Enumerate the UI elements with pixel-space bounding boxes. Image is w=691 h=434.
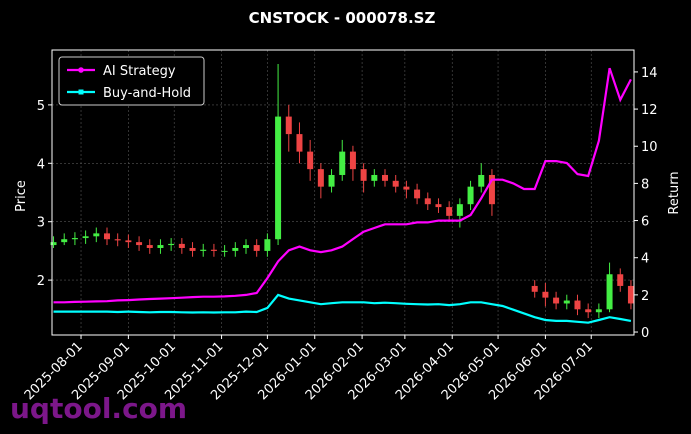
candle-body <box>157 245 164 248</box>
y2-tick-label: 8 <box>641 177 649 192</box>
plot-frame <box>51 49 635 336</box>
candle-body <box>446 207 453 216</box>
candle-body <box>606 274 613 310</box>
y2-tick-label: 6 <box>641 215 649 230</box>
candle-body <box>392 180 399 187</box>
candle-body <box>243 245 249 248</box>
candle-body <box>595 309 602 313</box>
candle-body <box>189 247 196 251</box>
watermark: uqtool.com <box>10 392 187 425</box>
candle-body <box>285 116 292 135</box>
candle-body <box>435 204 442 208</box>
candle-body <box>146 245 153 248</box>
y2-tick-label: 2 <box>641 289 649 304</box>
y2-tick-label: 12 <box>641 103 658 118</box>
candle-body <box>307 151 314 170</box>
candle-body <box>168 243 175 246</box>
candle-body <box>82 236 89 239</box>
candle-body <box>414 189 421 199</box>
candle-body <box>456 204 463 216</box>
candle-body <box>617 274 624 286</box>
candle-body <box>382 174 389 181</box>
legend-label: AI Strategy <box>103 64 176 79</box>
candle-body <box>478 174 485 187</box>
candle-body <box>328 174 335 187</box>
candle-body <box>210 249 217 251</box>
candle-body <box>178 243 185 248</box>
y-axis-label: Price <box>14 180 29 212</box>
candle-body <box>103 233 110 240</box>
candle-body <box>50 242 57 246</box>
candle-body <box>403 186 410 190</box>
candle-body <box>467 186 474 205</box>
y2-tick-label: 4 <box>641 252 649 267</box>
candle-body <box>264 239 271 251</box>
series-line <box>53 67 632 304</box>
candle-body <box>339 151 346 175</box>
candle-body <box>563 300 570 304</box>
candle-body <box>627 285 634 304</box>
candle-body <box>317 169 324 187</box>
candle-body <box>275 116 282 240</box>
candle-body <box>93 233 100 237</box>
legend-marker <box>78 89 84 95</box>
candle-body <box>296 134 303 152</box>
candle-body <box>371 174 378 181</box>
candle-body <box>136 242 143 246</box>
candle-body <box>125 240 132 243</box>
candle-body <box>585 309 592 313</box>
y2-tick-label: 10 <box>641 140 658 155</box>
candle-body <box>349 151 356 170</box>
candle-body <box>71 238 78 240</box>
candle-body <box>574 300 581 310</box>
candle-body <box>200 249 207 251</box>
y2-tick-label: 14 <box>641 66 658 81</box>
candle-body <box>61 239 68 243</box>
legend-box <box>58 56 205 106</box>
series-line <box>53 293 632 324</box>
candle-body <box>424 198 431 205</box>
candle-body <box>253 245 260 251</box>
candle-body <box>488 174 495 205</box>
candle-body <box>531 285 538 292</box>
candle-body <box>114 239 121 241</box>
candle-body <box>232 247 239 251</box>
candle-body <box>221 250 228 252</box>
candle-body <box>553 297 560 304</box>
y-tick-label: 5 <box>37 99 45 114</box>
candle-body <box>360 169 367 181</box>
chart-title: CNSTOCK - 000078.SZ <box>249 9 436 27</box>
y-tick-label: 2 <box>37 274 45 289</box>
legend-marker <box>78 67 84 73</box>
y2-tick-label: 0 <box>641 326 649 341</box>
legend-label: Buy-and-Hold <box>103 86 191 101</box>
y-tick-label: 3 <box>37 216 45 231</box>
candle-body <box>542 291 549 298</box>
y2-axis-label: Return <box>667 171 682 214</box>
y-tick-label: 4 <box>37 157 45 172</box>
